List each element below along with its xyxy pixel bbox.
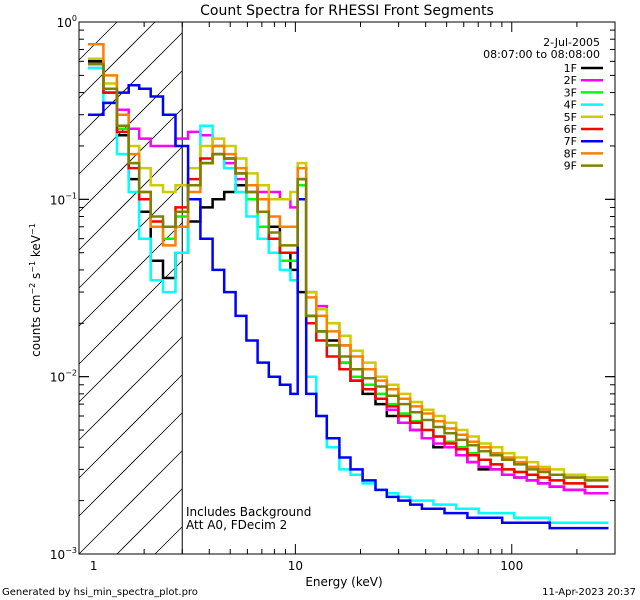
legend-label-8F: 8F: [564, 147, 577, 160]
date-label: 2-Jul-2005: [543, 36, 600, 49]
annotation-background: Includes Background: [186, 505, 311, 519]
x-axis-label: Energy (keV): [305, 575, 382, 589]
footer-generated-by: Generated by hsi_min_spectra_plot.pro: [2, 587, 198, 598]
series-layer: [88, 42, 609, 530]
y-tick-base: 10: [50, 548, 65, 562]
hatch-line: [78, 412, 183, 517]
x-tick-label: 100: [500, 559, 523, 573]
y-tick-exp: −1: [65, 191, 77, 200]
footer-timestamp: 11-Apr-2023 20:37: [542, 587, 636, 598]
legend-label-9F: 9F: [564, 160, 577, 173]
series-6F-line: [88, 62, 609, 488]
y-tick-label: 10−3: [50, 546, 77, 562]
legend-label-7F: 7F: [564, 135, 577, 148]
hatch-line: [78, 108, 183, 213]
y-label-exp2: −1: [28, 261, 37, 273]
series-5F-line: [88, 57, 609, 479]
y-label-base: counts cm: [29, 295, 43, 357]
y-tick-base: 10: [57, 16, 72, 30]
hatch-line: [78, 336, 183, 441]
time-range-label: 08:07:00 to 08:08:00: [483, 48, 600, 61]
hatch-line: [78, 450, 183, 555]
y-tick-exp: −2: [65, 369, 77, 378]
hatched-region: [78, 21, 183, 555]
y-label-exp1: −2: [28, 283, 37, 295]
annotation-attenuator: Att A0, FDecim 2: [186, 518, 287, 532]
y-label-exp3: −1: [28, 223, 37, 235]
axis-ticks: [78, 21, 616, 555]
y-tick-exp: 0: [72, 14, 77, 23]
series-8F-line: [88, 42, 609, 482]
y-label-mid1: s: [29, 273, 43, 283]
hatch-line: [78, 222, 183, 327]
y-tick-base: 10: [50, 193, 65, 207]
series-7F-line: [88, 83, 609, 530]
hatch-line: [116, 488, 183, 555]
hatch-line: [78, 260, 183, 365]
legend-label-1F: 1F: [564, 62, 577, 75]
hatch-line: [154, 526, 183, 555]
hatch-line: [78, 298, 183, 403]
y-label-mid2: keV: [29, 234, 43, 261]
hatch-line: [78, 70, 183, 175]
hatch-line: [78, 374, 183, 479]
plot-frame: [78, 21, 616, 555]
y-tick-exp: −3: [65, 546, 77, 555]
x-tick-label: 1: [90, 559, 98, 573]
y-axis-label: counts cm−2 s−1 keV−1: [28, 223, 43, 357]
legend-label-3F: 3F: [564, 86, 577, 99]
legend-label-4F: 4F: [564, 99, 577, 112]
hatch-line: [78, 21, 156, 99]
hatch-line: [78, 146, 183, 251]
x-tick-label: 10: [288, 559, 303, 573]
legend-label-2F: 2F: [564, 74, 577, 87]
x-tick-labels: 1 10 100: [90, 559, 523, 573]
legend-label-6F: 6F: [564, 123, 577, 136]
y-tick-label: 10−2: [50, 369, 77, 385]
series-4F-line: [88, 66, 609, 525]
chart-title: Count Spectra for RHESSI Front Segments: [200, 3, 494, 19]
hatch-line: [78, 21, 118, 61]
series-2F-line: [88, 66, 609, 495]
y-tick-label: 10−1: [50, 191, 77, 207]
hatch-line: [78, 184, 183, 289]
y-tick-base: 10: [50, 371, 65, 385]
series-9F-line: [88, 62, 609, 482]
y-tick-label: 100: [57, 14, 77, 30]
legend-label-5F: 5F: [564, 111, 577, 124]
series-3F-line: [88, 62, 609, 488]
